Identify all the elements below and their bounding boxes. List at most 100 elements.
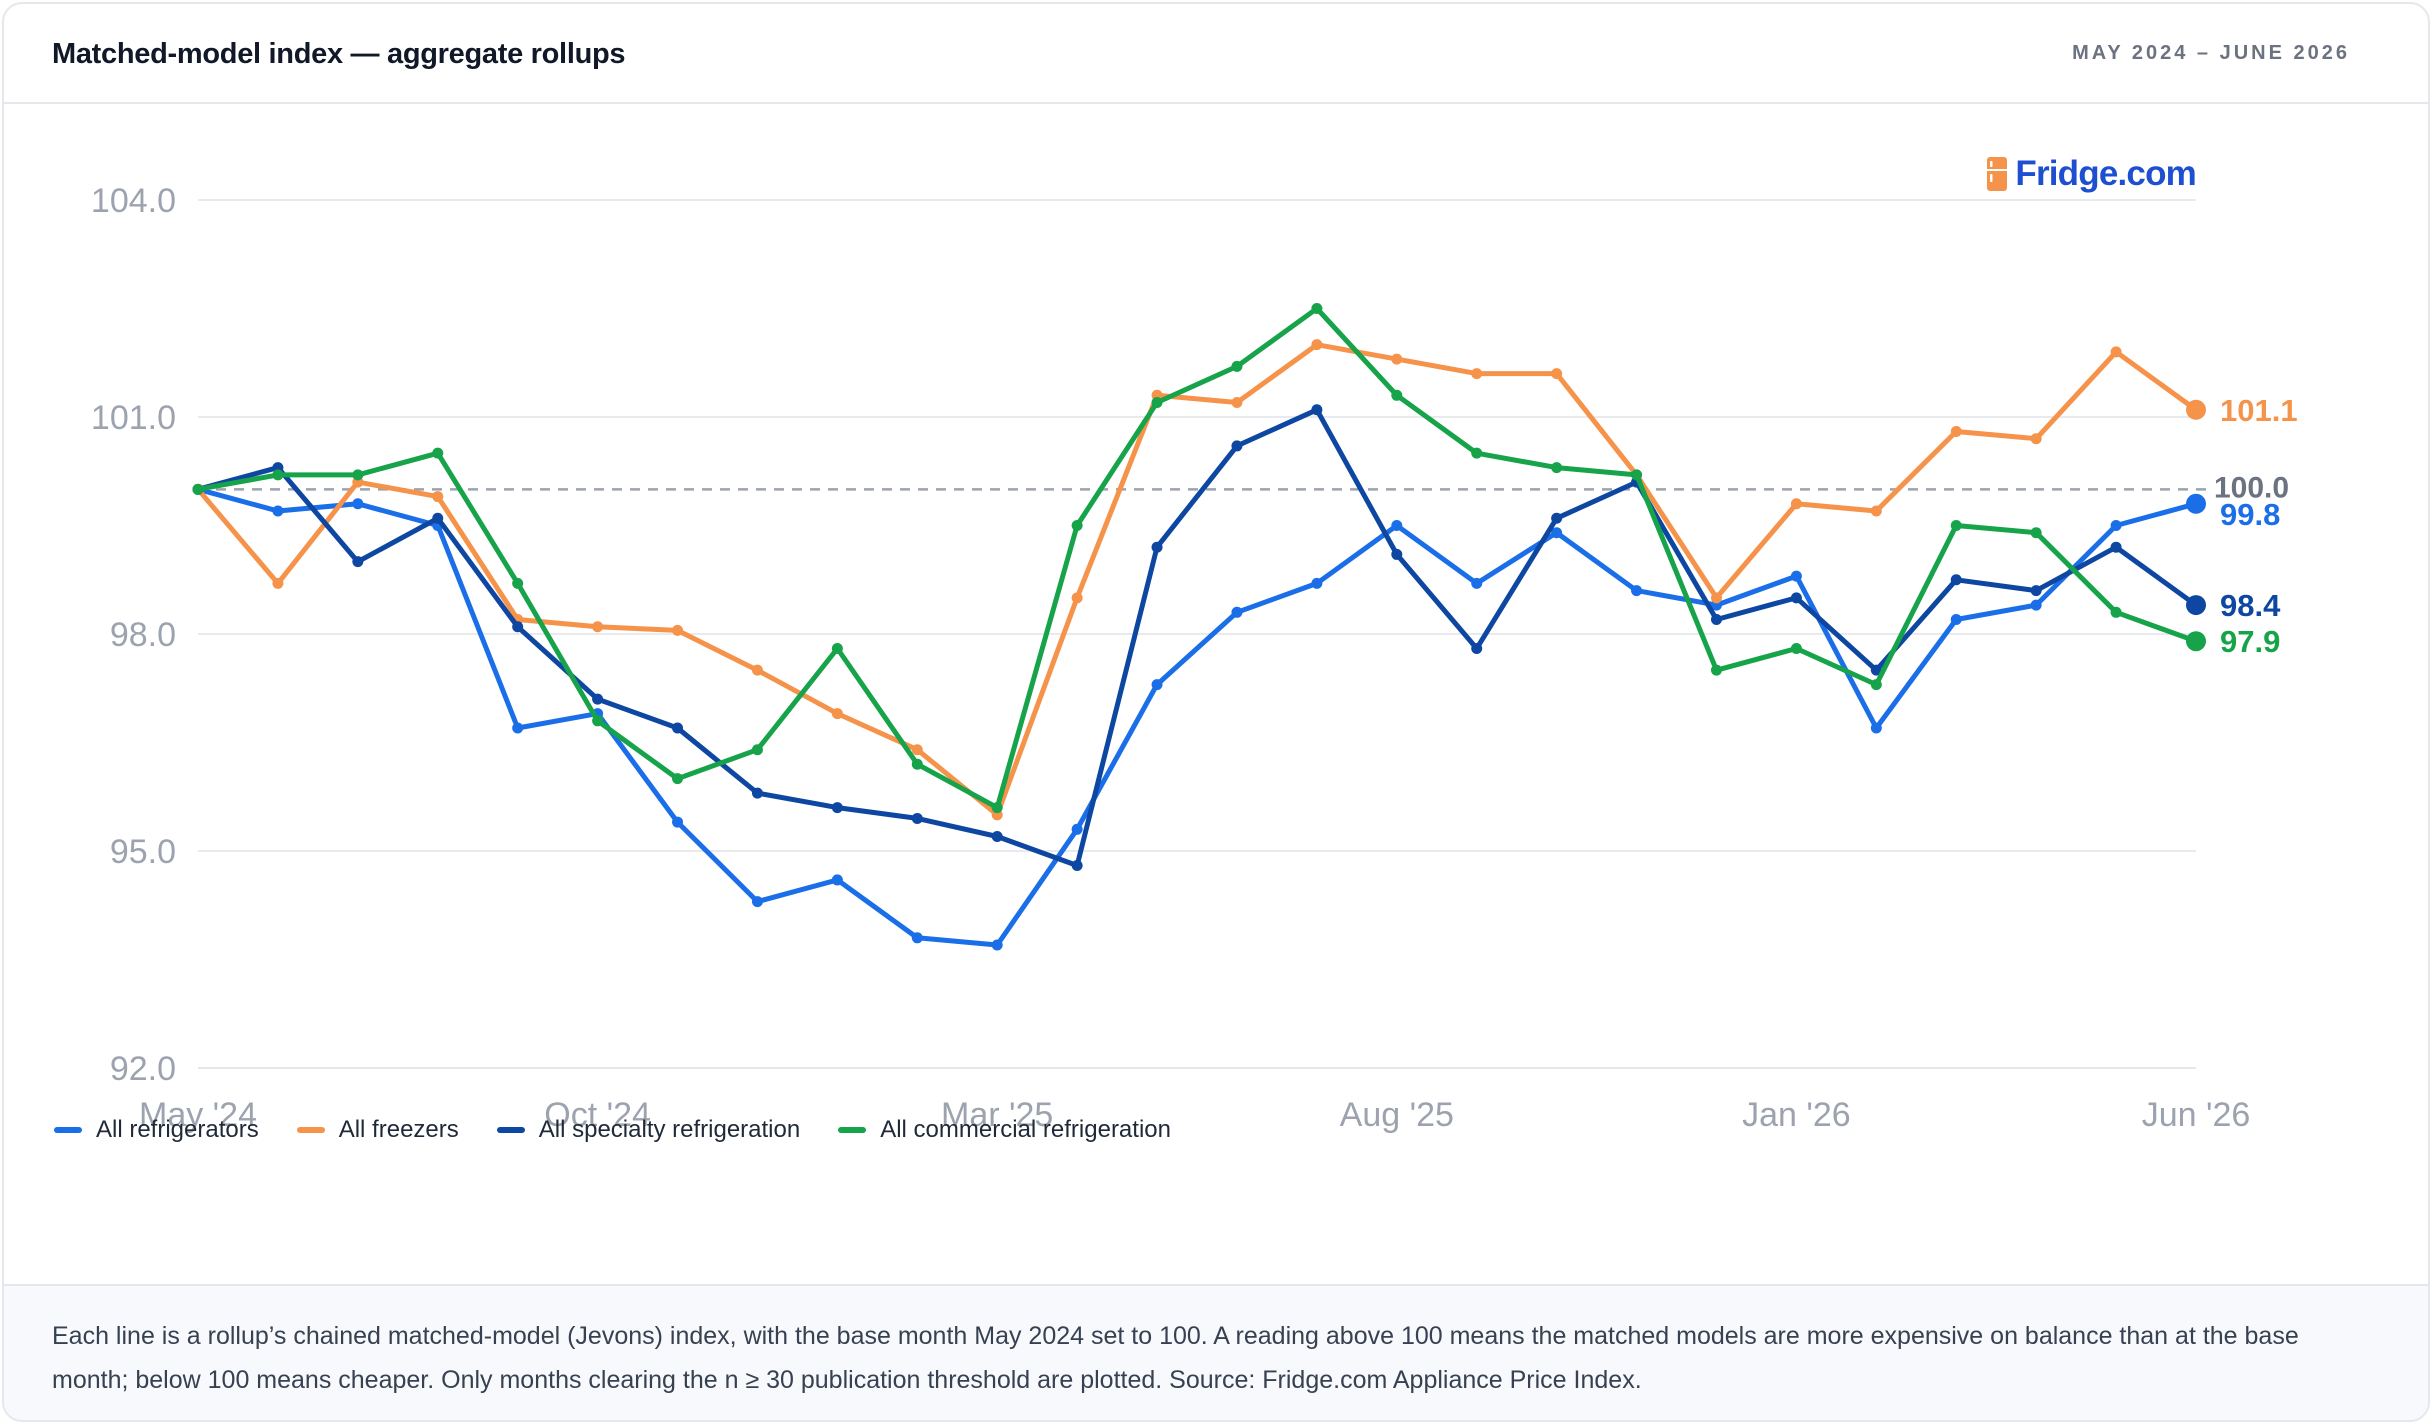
- data-point: [1391, 520, 1403, 531]
- data-point: [1950, 520, 1962, 531]
- data-point: [1231, 440, 1243, 452]
- data-point: [1311, 404, 1323, 416]
- y-tick-label: 101.0: [91, 399, 176, 437]
- data-point: [831, 642, 843, 654]
- data-point: [1231, 397, 1243, 409]
- data-point: [751, 787, 763, 799]
- data-point: [1631, 585, 1643, 597]
- data-point: [1870, 664, 1882, 676]
- data-point: [2030, 599, 2042, 611]
- data-point: [1870, 505, 1882, 517]
- x-tick-label: Jun '26: [2142, 1096, 2251, 1134]
- data-point: [1551, 527, 1563, 539]
- data-point: [1071, 592, 1083, 604]
- data-point: [751, 664, 763, 676]
- data-point: [432, 491, 444, 503]
- data-point: [2030, 433, 2042, 445]
- data-point: [2030, 527, 2042, 539]
- data-point: [991, 939, 1003, 951]
- series-end-label: 99.8: [2220, 497, 2280, 532]
- x-tick-label: Aug '25: [1340, 1096, 1454, 1134]
- legend-item: All specialty refrigeration: [496, 1116, 801, 1144]
- data-point: [2110, 346, 2122, 358]
- series-line: [195, 306, 2199, 811]
- data-point: [352, 498, 364, 510]
- series-end-label: 97.9: [2220, 624, 2280, 659]
- data-point: [831, 708, 843, 720]
- legend-item: All commercial refrigeration: [838, 1116, 1171, 1144]
- y-tick-label: 98.0: [110, 616, 176, 654]
- data-point: [1551, 368, 1563, 380]
- legend-item: All refrigerators: [54, 1116, 259, 1144]
- fridge-icon: [1987, 157, 2008, 191]
- data-point: [352, 556, 364, 568]
- x-tick-label: Jan '26: [1742, 1096, 1851, 1134]
- date-range-label: MAY 2024 – JUNE 2026: [2072, 42, 2350, 64]
- data-point: [352, 469, 364, 481]
- data-point: [1950, 614, 1962, 626]
- brand-name: Fridge.com: [2015, 154, 2196, 193]
- data-point: [1870, 722, 1882, 734]
- data-point: [1790, 592, 1802, 604]
- data-point: [432, 447, 444, 459]
- data-point: [512, 722, 524, 734]
- data-point: [2030, 585, 2042, 597]
- data-point: [272, 469, 284, 481]
- data-point: [592, 621, 604, 633]
- data-point: [1790, 570, 1802, 582]
- data-point: [1950, 425, 1962, 437]
- y-tick-label: 95.0: [110, 833, 176, 871]
- data-point: [672, 816, 684, 828]
- y-tick-label: 104.0: [91, 182, 176, 220]
- data-point: [1071, 823, 1083, 835]
- series-end-label: 101.1: [2220, 393, 2298, 428]
- data-point: [1471, 577, 1483, 589]
- data-point: [1151, 541, 1163, 553]
- data-point: [1151, 679, 1163, 691]
- data-point: [432, 512, 444, 524]
- data-point: [1790, 498, 1802, 510]
- data-point: [991, 831, 1003, 843]
- data-point: [1151, 397, 1163, 409]
- data-point: [1071, 520, 1083, 531]
- legend-label: All refrigerators: [96, 1116, 259, 1143]
- x-tick-label: Mar '25: [941, 1096, 1053, 1134]
- data-point: [911, 812, 923, 824]
- legend-label: All commercial refrigeration: [880, 1116, 1171, 1143]
- line-chart: 92.0 95.0 98.0 101.0 104.0 May '24 Oct '24 Mar …: [91, 182, 2298, 1134]
- data-point: [1950, 574, 1962, 586]
- data-point: [192, 483, 204, 495]
- data-point: [911, 744, 923, 756]
- data-point: [1790, 642, 1802, 654]
- data-point: [512, 621, 524, 633]
- data-point: [911, 758, 923, 770]
- chart-footnote: Each line is a rollup’s chained matched-…: [52, 1322, 2299, 1394]
- data-point: [672, 773, 684, 785]
- data-point: [1551, 462, 1563, 474]
- brand-logo: Fridge.com: [1985, 154, 2197, 194]
- legend-swatch: [54, 1127, 82, 1133]
- chart-header: Matched-model index — aggregate rollups …: [4, 4, 2428, 104]
- legend-label: All freezers: [338, 1116, 459, 1143]
- data-point: [1391, 353, 1403, 365]
- x-tick-label: Oct '24: [544, 1096, 651, 1134]
- data-point: [272, 577, 284, 589]
- series-line: [195, 407, 2199, 868]
- data-point: [1471, 447, 1483, 459]
- legend-swatch: [838, 1127, 867, 1133]
- series-line: [195, 342, 2199, 818]
- data-point: [1311, 339, 1323, 351]
- data-point: [2110, 541, 2122, 553]
- chart-legend: All refrigerators All freezers All special…: [54, 1116, 1171, 1144]
- legend-label: All specialty refrigeration: [538, 1116, 801, 1143]
- series-line: [195, 486, 2199, 948]
- data-point: [751, 896, 763, 908]
- data-point: [512, 577, 524, 589]
- data-point: [672, 624, 684, 636]
- data-point: [1710, 614, 1722, 626]
- series-end-point: [2186, 399, 2206, 420]
- legend-item: All freezers: [296, 1116, 459, 1144]
- data-point: [1391, 548, 1403, 560]
- y-tick-label: 92.0: [110, 1050, 176, 1088]
